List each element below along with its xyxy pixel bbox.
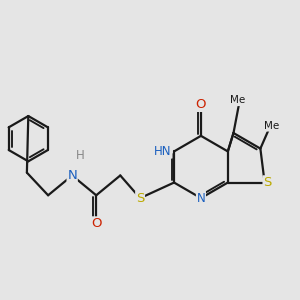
Text: Me: Me: [264, 121, 279, 131]
Text: S: S: [263, 176, 272, 189]
Text: N: N: [196, 192, 205, 205]
Text: HN: HN: [154, 145, 172, 158]
Text: O: O: [196, 98, 206, 111]
Text: H: H: [76, 149, 85, 162]
Text: S: S: [136, 192, 144, 205]
Text: N: N: [67, 169, 77, 182]
Text: Me: Me: [230, 95, 245, 106]
Text: O: O: [91, 217, 101, 230]
